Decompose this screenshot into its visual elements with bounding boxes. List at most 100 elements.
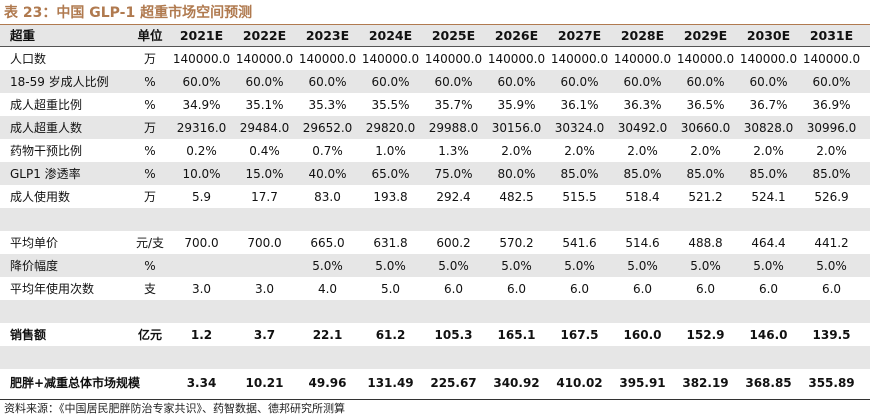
row-unit: 万: [143, 120, 156, 135]
row-value: 60.0%: [434, 74, 473, 89]
row-value: 700.0: [184, 235, 219, 250]
row-value: 140000.0: [424, 51, 483, 66]
row-label: 降价幅度: [10, 258, 59, 273]
row-value: 75.0%: [434, 166, 473, 181]
row-value: 140000.0: [550, 51, 609, 66]
title-divider: [0, 24, 870, 25]
row-value: 410.02: [556, 375, 603, 390]
row-label: 人口数: [10, 51, 47, 66]
row-value: 35.5%: [371, 97, 410, 112]
row-value: 15.0%: [245, 166, 284, 181]
row-unit: 万: [143, 51, 156, 66]
table-row: 平均单价 元/支 700.0 700.0 665.0 631.8 600.2 570.2 541…: [0, 231, 870, 254]
market-forecast-table: 超重 单位 2021E 2022E 2023E 2024E 2025E 2026…: [0, 25, 870, 396]
row-value: 30996.0: [806, 120, 857, 135]
table-header-row: 超重 单位 2021E 2022E 2023E 2024E 2025E 2026…: [0, 25, 870, 47]
table-row: [0, 208, 870, 231]
row-value: 5.9: [191, 189, 212, 204]
row-value: 152.9: [686, 327, 725, 342]
row-value: 60.0%: [182, 74, 221, 89]
row-label: 平均年使用次数: [10, 281, 95, 296]
row-value: 85.0%: [812, 166, 851, 181]
row-value: 193.8: [373, 189, 408, 204]
row-value: 3.7: [253, 327, 276, 342]
row-value: 140000.0: [676, 51, 735, 66]
table-row: 成人超重比例% 34.9% 35.1% 35.3% 35.5% 35.7% 35.9% 36.…: [0, 93, 870, 116]
row-unit: 亿元: [137, 327, 162, 342]
row-value: 29652.0: [302, 120, 353, 135]
row-value: 340.92: [493, 375, 540, 390]
row-value: 29316.0: [176, 120, 227, 135]
source-note: 资料来源：《中国居民肥胖防治专家共识》、药智数据、德邦研究所测算: [4, 402, 345, 415]
row-value: 5.0%: [690, 258, 721, 273]
row-value: 85.0%: [749, 166, 788, 181]
row-value: 482.5: [499, 189, 534, 204]
row-value: 518.4: [625, 189, 660, 204]
row-label: 成人使用数: [10, 189, 71, 204]
header-year: 2031E: [809, 27, 854, 43]
row-value: 3.34: [186, 375, 217, 390]
header-year: 2027E: [557, 27, 602, 43]
row-value: 1.3%: [438, 143, 469, 158]
row-value: 2.0%: [753, 143, 784, 158]
row-value: 139.5: [812, 327, 851, 342]
row-value: 515.5: [562, 189, 597, 204]
row-value: 60.0%: [371, 74, 410, 89]
row-value: 105.3: [434, 327, 473, 342]
table-row: 肥胖+减重总体市场规模 3.34 10.21 49.96 131.49 225.67 340…: [0, 369, 870, 396]
row-value: 3.0: [191, 281, 212, 296]
row-value: 1.0%: [375, 143, 406, 158]
row-value: 22.1: [312, 327, 343, 342]
row-unit: 支: [143, 281, 156, 296]
row-value: 83.0: [314, 189, 341, 204]
row-value: 292.4: [436, 189, 471, 204]
row-value: 85.0%: [560, 166, 599, 181]
row-value: 35.3%: [308, 97, 347, 112]
header-year: 2024E: [368, 27, 413, 43]
row-value: 60.0%: [308, 74, 347, 89]
row-value: 1.2: [190, 327, 213, 342]
row-value: 30660.0: [680, 120, 731, 135]
table-row: 平均年使用次数 支 3.0 3.0 4.0 5.0 6.0 6.0 6.0 6.0 6.0 6.0 6.…: [0, 277, 870, 300]
row-value: 60.0%: [623, 74, 662, 89]
row-value: 6.0: [506, 281, 527, 296]
row-value: 355.89: [808, 375, 855, 390]
row-value: 140000.0: [739, 51, 798, 66]
row-value: 60.0%: [749, 74, 788, 89]
header-unit: 单位: [137, 27, 163, 43]
row-value: 36.3%: [623, 97, 662, 112]
row-value: 395.91: [619, 375, 666, 390]
row-value: 631.8: [373, 235, 408, 250]
row-value: 80.0%: [497, 166, 536, 181]
row-value: 60.0%: [812, 74, 851, 89]
header-year: 2030E: [746, 27, 791, 43]
header-year: 2028E: [620, 27, 665, 43]
row-value: 2.0%: [816, 143, 847, 158]
row-unit: 元/支: [135, 235, 165, 250]
row-value: 36.7%: [749, 97, 788, 112]
row-value: 60.0%: [245, 74, 284, 89]
row-unit: %: [144, 258, 156, 273]
table-row: [0, 346, 870, 369]
row-value: 35.9%: [497, 97, 536, 112]
row-value: 61.2: [375, 327, 406, 342]
row-unit: %: [144, 166, 156, 181]
row-value: 6.0: [632, 281, 653, 296]
row-label: 成人超重比例: [10, 97, 83, 112]
header-label: 超重: [10, 27, 36, 43]
row-value: 167.5: [560, 327, 599, 342]
row-value: 34.9%: [182, 97, 221, 112]
row-unit: %: [144, 143, 156, 158]
row-value: 514.6: [625, 235, 660, 250]
row-label: 18-59 岁成人比例: [10, 74, 109, 89]
row-value: 30324.0: [554, 120, 605, 135]
table-row: 成人使用数 万 5.9 17.7 83.0 193.8 292.4 482.5 515.5 518…: [0, 185, 870, 208]
row-value: 36.9%: [812, 97, 851, 112]
row-value: 30828.0: [743, 120, 794, 135]
header-year: 2023E: [305, 27, 350, 43]
row-value: 382.19: [682, 375, 729, 390]
header-year: 2026E: [494, 27, 539, 43]
row-value: 524.1: [751, 189, 786, 204]
row-value: 140000.0: [235, 51, 294, 66]
row-value: 5.0%: [438, 258, 469, 273]
